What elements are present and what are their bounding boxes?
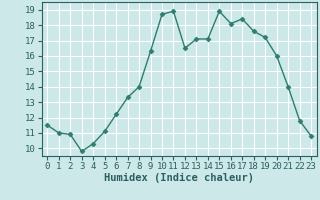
X-axis label: Humidex (Indice chaleur): Humidex (Indice chaleur) <box>104 173 254 183</box>
